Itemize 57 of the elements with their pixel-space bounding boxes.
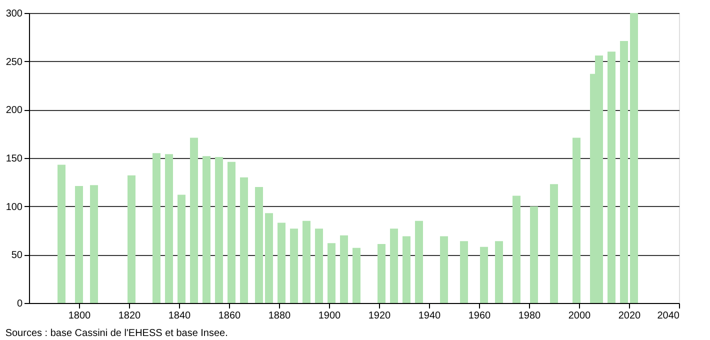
source-note: Sources : base Cassini de l'EHESS et base Insee. [5,328,228,339]
bar [328,243,336,303]
x-tick-label: 1800 [68,310,92,322]
y-tick-label: 200 [6,105,23,116]
bar [90,185,98,303]
bar [278,222,286,303]
bar [128,175,136,303]
x-tick-label: 1840 [168,310,192,322]
x-tick-label: 2020 [618,310,642,322]
bar [608,52,616,303]
bar [530,206,538,303]
bar [550,184,558,303]
x-tick-label: 2040 [657,310,680,322]
y-tick-label: 100 [6,202,23,213]
x-tick-label: 1880 [268,310,292,322]
bar [378,244,386,303]
bar [390,228,398,303]
bar [58,164,66,303]
bar [190,138,198,303]
bar [265,213,273,303]
bar [480,246,488,303]
x-tick-label: 1820 [118,310,142,322]
bar [620,41,628,303]
y-tick-label: 50 [11,250,23,262]
bar [165,154,173,303]
x-tick-label: 1940 [418,310,442,322]
bar [340,235,348,303]
bar [402,236,410,303]
bar [352,248,360,303]
bar [178,194,186,303]
bar [152,153,160,303]
bar [460,241,468,303]
bar [495,241,503,303]
x-tick-label: 1980 [518,310,542,322]
bar [228,162,236,303]
x-tick-label: 1900 [318,310,342,322]
y-tick-label: 150 [6,154,23,164]
bar [415,220,423,303]
bar [202,156,210,303]
bar [75,186,83,303]
bar [290,228,298,303]
bar [512,196,520,303]
bar [215,157,223,303]
y-tick-label: 0 [16,298,23,310]
bar [255,187,263,303]
bar [630,13,638,303]
x-tick-label: 1920 [368,310,392,322]
bar [440,236,448,303]
bar [302,220,310,303]
x-tick-label: 1960 [468,310,492,322]
x-tick-label: 1860 [218,310,242,322]
y-tick-label: 300 [6,8,23,20]
bar [572,138,580,303]
x-tick-label: 2000 [568,310,592,322]
bar [315,228,323,303]
y-tick-label: 250 [6,56,23,68]
bar [240,177,248,303]
